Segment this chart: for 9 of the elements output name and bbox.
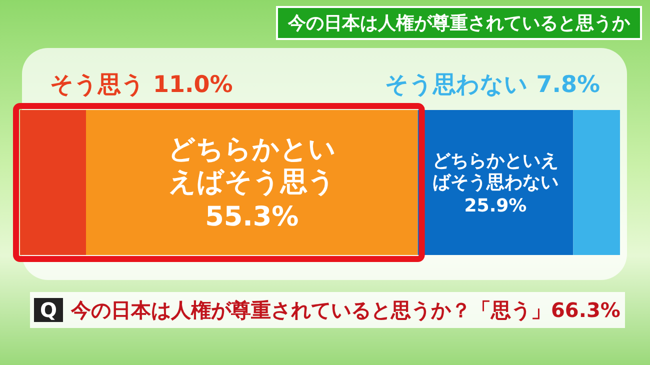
data-label: 55.3%: [205, 202, 299, 233]
chart-title: 今の日本は人権が尊重されていると思うか: [276, 6, 642, 40]
text: Q: [34, 298, 64, 322]
text: 今の日本は人権が尊重されていると思うか？「思う」66.3%: [71, 296, 620, 324]
text: そう思う 11.0%: [50, 72, 233, 98]
series-label: どちらかといえばそう思う: [168, 134, 336, 198]
data-label: 25.9%: [464, 195, 527, 216]
series-label: どちらかといえばそう思わない: [432, 150, 558, 193]
text: そう思わない 7.8%: [385, 72, 600, 98]
